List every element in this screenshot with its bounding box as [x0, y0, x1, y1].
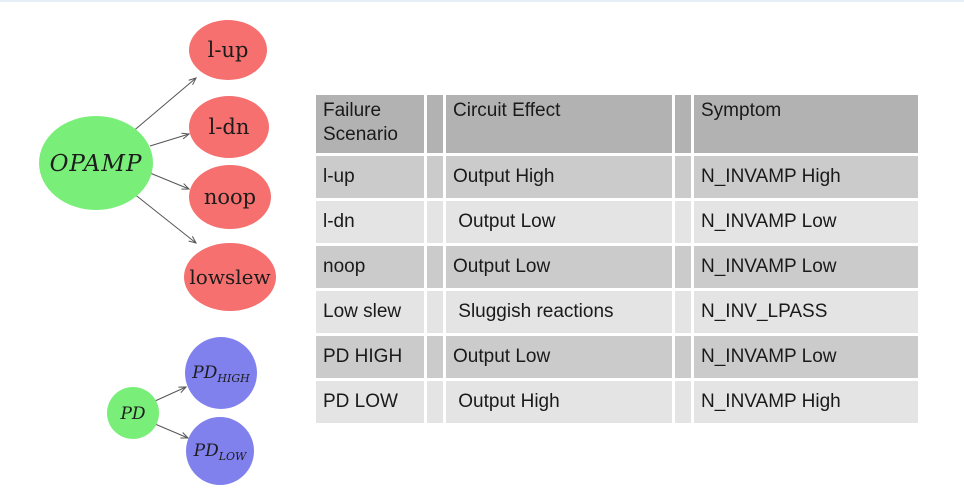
- header-circuit-effect: Circuit Effect: [446, 95, 672, 153]
- top-edge-line: [0, 0, 964, 2]
- node-lup-ellipse: [189, 20, 267, 80]
- table-row: l-up Output High N_INVAMP High: [316, 156, 918, 198]
- node-pdhigh-main: PD: [191, 363, 217, 383]
- table-row: noop Output Low N_INVAMP Low: [316, 246, 918, 288]
- fault-tree-diagram: OPAMP l-up l-dn noop lowslew PD PDHIGH P…: [39, 20, 276, 485]
- cell-scenario: l-dn: [316, 201, 424, 243]
- node-pdlow-ellipse: [186, 417, 254, 485]
- cell-spacer: [427, 156, 443, 198]
- failure-symptom-table: Failure Scenario Circuit Effect Symptom …: [313, 92, 921, 426]
- cell-spacer: [675, 246, 691, 288]
- node-pdlow-label: PDLOW: [193, 441, 248, 463]
- node-pdhigh-ellipse: [185, 337, 257, 409]
- edge-pd-pdlow: [154, 423, 190, 439]
- cell-scenario: Low slew: [316, 291, 424, 333]
- node-noop-ellipse: [189, 165, 271, 229]
- header-spacer-1: [427, 95, 443, 153]
- cell-symptom: N_INVAMP Low: [694, 201, 918, 243]
- table-row: Low slew Sluggish reactions N_INV_LPASS: [316, 291, 918, 333]
- cell-spacer: [675, 336, 691, 378]
- node-lowslew-ellipse: [184, 243, 276, 311]
- cell-spacer: [427, 381, 443, 423]
- table-row: PD LOW Output High N_INVAMP High: [316, 381, 918, 423]
- cell-spacer: [427, 291, 443, 333]
- node-pdlow-main: PD: [193, 441, 219, 461]
- cell-symptom: N_INV_LPASS: [694, 291, 918, 333]
- node-pdhigh-sub: HIGH: [216, 372, 250, 385]
- cell-spacer: [675, 381, 691, 423]
- cell-effect: Output High: [446, 381, 672, 423]
- node-pd-label: PD: [119, 404, 145, 424]
- cell-spacer: [427, 246, 443, 288]
- edge-opamp-noop: [149, 172, 191, 190]
- node-ldn-label: l-dn: [209, 115, 250, 139]
- cell-scenario: noop: [316, 246, 424, 288]
- header-failure-scenario: Failure Scenario: [316, 95, 424, 153]
- edge-opamp-lowslew: [132, 192, 197, 244]
- node-noop-label: noop: [204, 185, 256, 209]
- node-opamp-ellipse: [39, 116, 153, 210]
- cell-scenario: PD LOW: [316, 381, 424, 423]
- cell-spacer: [675, 201, 691, 243]
- node-pdhigh-label: PDHIGH: [191, 363, 250, 385]
- cell-effect: Output Low: [446, 246, 672, 288]
- header-symptom: Symptom: [694, 95, 918, 153]
- cell-spacer: [427, 201, 443, 243]
- table-header-row: Failure Scenario Circuit Effect Symptom: [316, 95, 918, 153]
- node-pd-ellipse: [107, 387, 159, 439]
- table-row: l-dn Output Low N_INVAMP Low: [316, 201, 918, 243]
- cell-effect: Sluggish reactions: [446, 291, 672, 333]
- node-lup-label: l-up: [208, 38, 249, 62]
- table-row: PD HIGH Output Low N_INVAMP Low: [316, 336, 918, 378]
- edge-opamp-ldn: [149, 132, 191, 147]
- node-lowslew-label: lowslew: [189, 265, 270, 289]
- cell-effect: Output Low: [446, 336, 672, 378]
- cell-symptom: N_INVAMP Low: [694, 246, 918, 288]
- edge-opamp-lup: [130, 77, 197, 134]
- cell-spacer: [675, 291, 691, 333]
- cell-spacer: [427, 336, 443, 378]
- cell-effect: Output High: [446, 156, 672, 198]
- cell-effect: Output Low: [446, 201, 672, 243]
- node-ldn-ellipse: [189, 96, 269, 158]
- edge-pd-pdhigh: [154, 386, 188, 402]
- node-pdlow-sub: LOW: [218, 450, 248, 463]
- cell-symptom: N_INVAMP Low: [694, 336, 918, 378]
- cell-scenario: l-up: [316, 156, 424, 198]
- cell-spacer: [675, 156, 691, 198]
- cell-scenario: PD HIGH: [316, 336, 424, 378]
- cell-symptom: N_INVAMP High: [694, 156, 918, 198]
- header-spacer-2: [675, 95, 691, 153]
- cell-symptom: N_INVAMP High: [694, 381, 918, 423]
- node-opamp-label: OPAMP: [50, 151, 143, 177]
